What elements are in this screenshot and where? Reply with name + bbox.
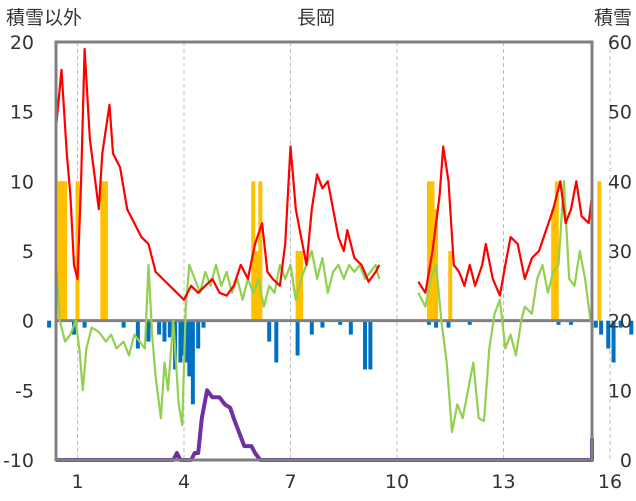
blue-bar-14 — [190, 320, 195, 405]
x-tick-4: 4 — [178, 471, 190, 493]
blue-bar-32 — [593, 320, 598, 328]
blue-bar-36 — [618, 320, 623, 328]
x-tick-1: 1 — [71, 471, 83, 493]
series-lines — [54, 47, 594, 462]
blue-bar-23 — [348, 320, 353, 335]
blue-bar-4 — [135, 320, 140, 349]
blue-bar-29 — [467, 320, 472, 325]
blue-bar-33 — [599, 320, 604, 335]
blue-bar-6 — [157, 320, 162, 335]
right-tick-2: 40 — [608, 171, 632, 193]
left-tick-0: 20 — [10, 32, 34, 54]
blue-bar-17 — [267, 320, 272, 342]
blue-bar-25 — [368, 320, 373, 370]
right-tick-6: 0 — [620, 450, 632, 472]
right-tick-0: 60 — [608, 32, 632, 54]
blue-bar-21 — [320, 320, 325, 328]
red-line-0 — [54, 47, 381, 301]
right-tick-3: 30 — [608, 241, 632, 263]
orange-bar-5 — [100, 181, 105, 321]
blue-bar-0 — [47, 320, 52, 328]
orange-bar-15 — [448, 251, 453, 321]
orange-bar-9 — [258, 181, 263, 321]
orange-bar-18 — [597, 181, 602, 321]
left-tick-5: -5 — [15, 380, 34, 402]
orange-bar-12 — [426, 181, 431, 321]
left-tick-2: 10 — [10, 171, 34, 193]
orange-bar-3 — [63, 181, 68, 321]
blue-bar-7 — [162, 320, 167, 342]
left-tick-6: -10 — [3, 450, 34, 472]
blue-bar-18 — [274, 320, 279, 363]
left-tick-3: 5 — [22, 241, 34, 263]
left-axis-label: 積雪以外 — [6, 7, 82, 29]
x-tick-labels: 14710131619222528 — [71, 471, 622, 493]
blue-bar-35 — [611, 320, 616, 363]
blue-bar-8 — [167, 320, 172, 338]
blue-bar-31 — [568, 320, 573, 325]
right-tick-4: 20 — [608, 311, 632, 333]
blue-bar-5 — [146, 320, 151, 342]
right-tick-5: 10 — [608, 380, 632, 402]
orange-bars — [57, 181, 602, 321]
x-tick-7: 7 — [284, 471, 296, 493]
orange-bar-6 — [103, 181, 108, 321]
blue-bar-22 — [338, 320, 343, 325]
blue-bar-19 — [295, 320, 300, 356]
left-tick-4: 0 — [22, 311, 34, 333]
blue-bars — [47, 320, 634, 405]
blue-bar-20 — [309, 320, 314, 335]
blue-bar-16 — [201, 320, 206, 328]
blue-bar-3 — [121, 320, 126, 328]
blue-bar-2 — [82, 320, 87, 328]
chart-title: 長岡 — [297, 7, 335, 29]
blue-bar-15 — [196, 320, 201, 349]
blue-bar-30 — [556, 320, 561, 325]
blue-bar-11 — [180, 320, 185, 356]
orange-bar-17 — [554, 181, 559, 321]
orange-bar-10 — [295, 251, 300, 321]
blue-bar-28 — [446, 320, 451, 328]
blue-bar-26 — [426, 320, 431, 325]
blue-bar-13 — [187, 320, 192, 377]
x-tick-16: 16 — [598, 471, 622, 493]
orange-bar-11 — [299, 251, 304, 321]
purple-line-0 — [56, 388, 594, 462]
left-tick-labels: 20 15 10 5 0 -5 -10 — [3, 32, 34, 472]
blue-bar-24 — [363, 320, 368, 370]
x-tick-13: 13 — [491, 471, 515, 493]
blue-bar-27 — [434, 320, 439, 328]
x-tick-10: 10 — [385, 471, 409, 493]
orange-bar-16 — [551, 209, 556, 321]
right-axis-label: 積雪 — [594, 7, 632, 29]
left-tick-1: 15 — [10, 102, 34, 124]
blue-bar-37 — [629, 320, 634, 335]
green-line-0 — [54, 249, 381, 427]
blue-bar-34 — [606, 320, 611, 349]
plot-frame — [54, 40, 594, 462]
right-tick-labels: 60 50 40 30 20 10 0 — [608, 32, 632, 472]
right-tick-1: 50 — [608, 102, 632, 124]
